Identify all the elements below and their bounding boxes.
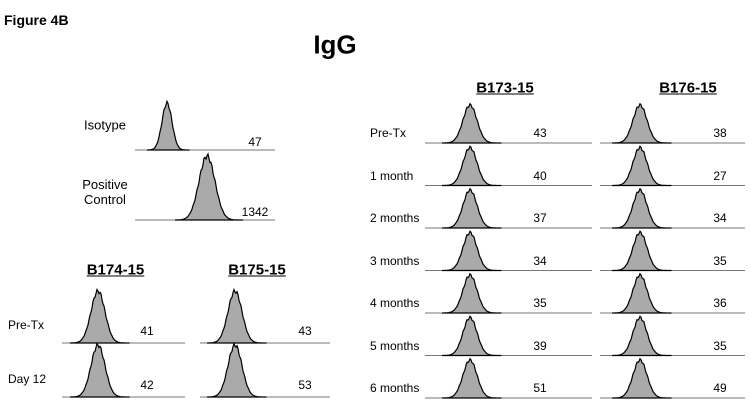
histogram (70, 341, 130, 398)
mfi-value: 35 (533, 296, 547, 310)
row-label: 6 months (370, 381, 420, 395)
mfi-value: 53 (298, 378, 312, 392)
mfi-value: 27 (713, 168, 727, 183)
histogram (147, 99, 190, 151)
mfi-value: 37 (533, 211, 547, 225)
mfi-value: 42 (140, 378, 154, 392)
histogram (207, 341, 267, 398)
sample-name: B174-15 (86, 261, 145, 279)
row-label: 4 months (370, 296, 420, 310)
mfi-value: 39 (533, 338, 547, 353)
row-label: Pre-Tx (370, 126, 406, 140)
histogram (612, 102, 672, 144)
histogram (442, 102, 502, 144)
sample-name: B176-15 (659, 79, 717, 97)
histogram (442, 230, 502, 272)
histogram (612, 315, 672, 357)
mfi-value: 40 (533, 168, 547, 183)
histogram (70, 287, 130, 344)
histogram (612, 145, 672, 187)
control-value: 47 (248, 135, 262, 149)
histogram (442, 357, 502, 399)
control-label: Positive Control (82, 177, 128, 207)
row-label: 3 months (370, 253, 420, 268)
histogram (175, 152, 243, 221)
row-label: 1 month (370, 168, 414, 183)
mfi-value: 34 (533, 253, 547, 268)
figure-label: Figure 4B (4, 12, 69, 28)
histogram (442, 145, 502, 187)
histogram (442, 272, 502, 314)
histogram (612, 357, 672, 399)
control-label: Isotype (84, 117, 126, 133)
mfi-value: 38 (713, 126, 727, 140)
mfi-value: 41 (140, 324, 154, 338)
histogram (207, 287, 267, 344)
sample-name: B175-15 (228, 261, 286, 279)
histogram (442, 315, 502, 357)
row-label: 2 months (370, 211, 420, 225)
histogram (612, 187, 672, 229)
mfi-value: 49 (713, 381, 727, 395)
sample-name: B173-15 (476, 79, 534, 97)
mfi-value: 35 (713, 253, 727, 268)
histogram (612, 272, 672, 314)
row-label: Pre-Tx (8, 318, 44, 332)
row-label: 5 months (370, 338, 420, 353)
mfi-value: 51 (533, 381, 547, 395)
mfi-value: 36 (713, 296, 727, 310)
title: IgG (313, 29, 357, 60)
histogram (612, 230, 672, 272)
histogram (442, 187, 502, 229)
control-value: 1342 (241, 205, 269, 219)
mfi-value: 34 (713, 211, 727, 225)
mfi-value: 43 (298, 324, 312, 338)
mfi-value: 43 (533, 126, 547, 140)
row-label: Day 12 (8, 372, 47, 386)
mfi-value: 35 (713, 338, 727, 353)
